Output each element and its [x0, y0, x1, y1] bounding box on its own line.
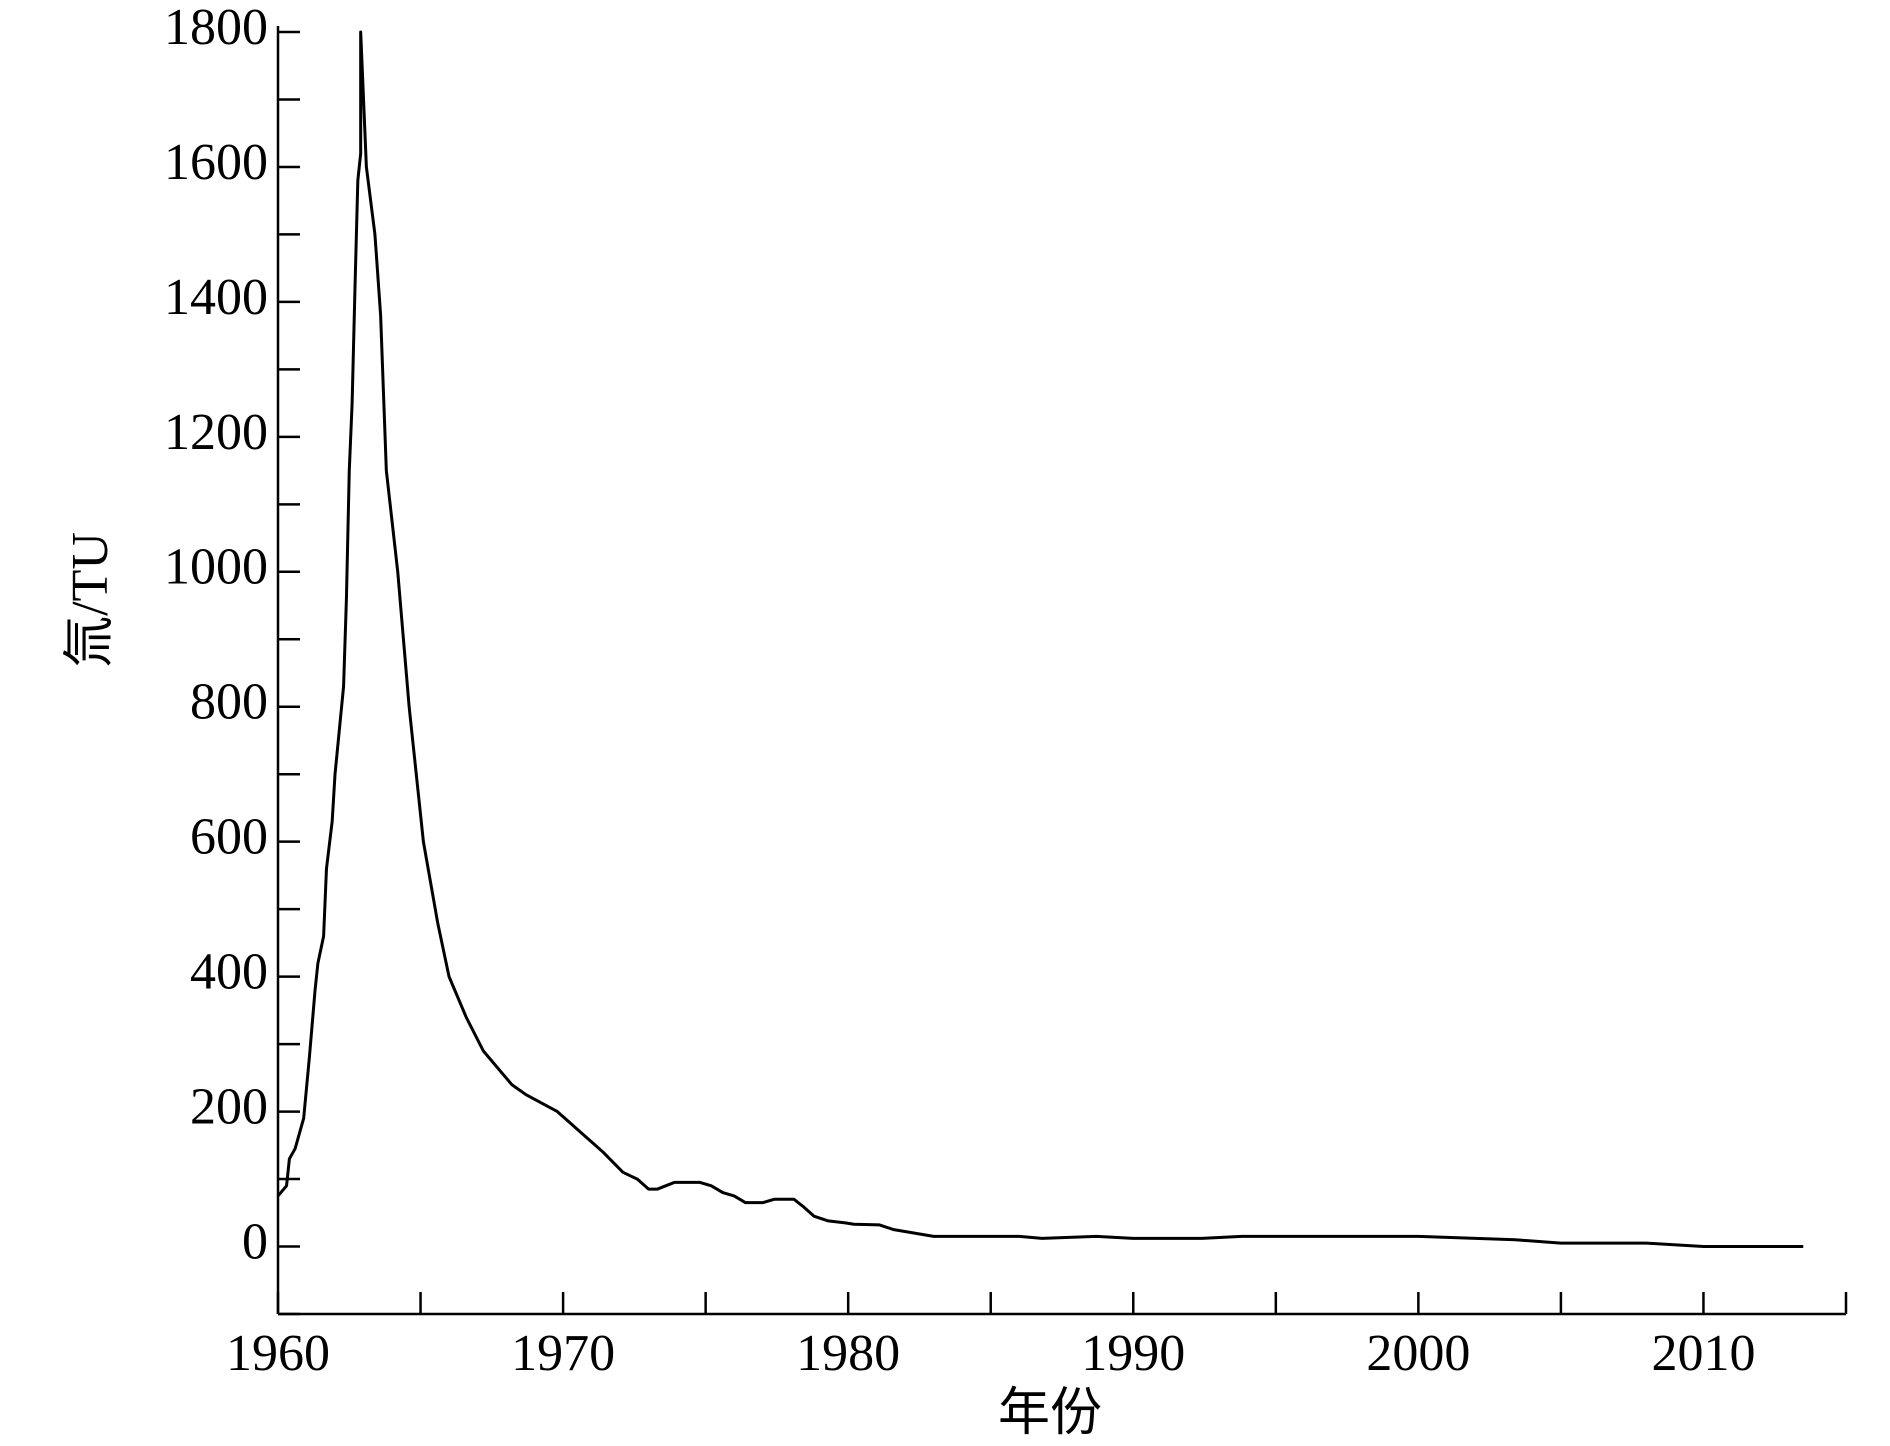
x-tick-label: 1990 [1081, 1325, 1185, 1382]
y-tick-label: 1000 [164, 539, 268, 596]
y-tick-label: 800 [190, 674, 268, 731]
y-tick-label: 1400 [164, 269, 268, 326]
line [276, 30, 1804, 1249]
y-tick-label: 1200 [164, 404, 268, 461]
y-tick-label: 0 [242, 1213, 268, 1270]
x-axis-label: 年份 [998, 1385, 1102, 1442]
x-tick-label: 1960 [226, 1325, 330, 1382]
y-tick-label: 200 [190, 1079, 268, 1136]
x-tick-label: 1980 [796, 1325, 900, 1382]
x-tick-label: 1970 [511, 1325, 615, 1382]
x-tick-label: 2000 [1366, 1325, 1470, 1382]
y-axis-label: 氚/TU [62, 532, 119, 668]
x-tick-label: 2010 [1651, 1325, 1755, 1382]
y-tick-label: 1600 [164, 134, 268, 191]
y-tick-label: 1800 [164, 0, 268, 56]
y-tick-label: 400 [190, 944, 268, 1001]
y-tick-label: 600 [190, 809, 268, 866]
